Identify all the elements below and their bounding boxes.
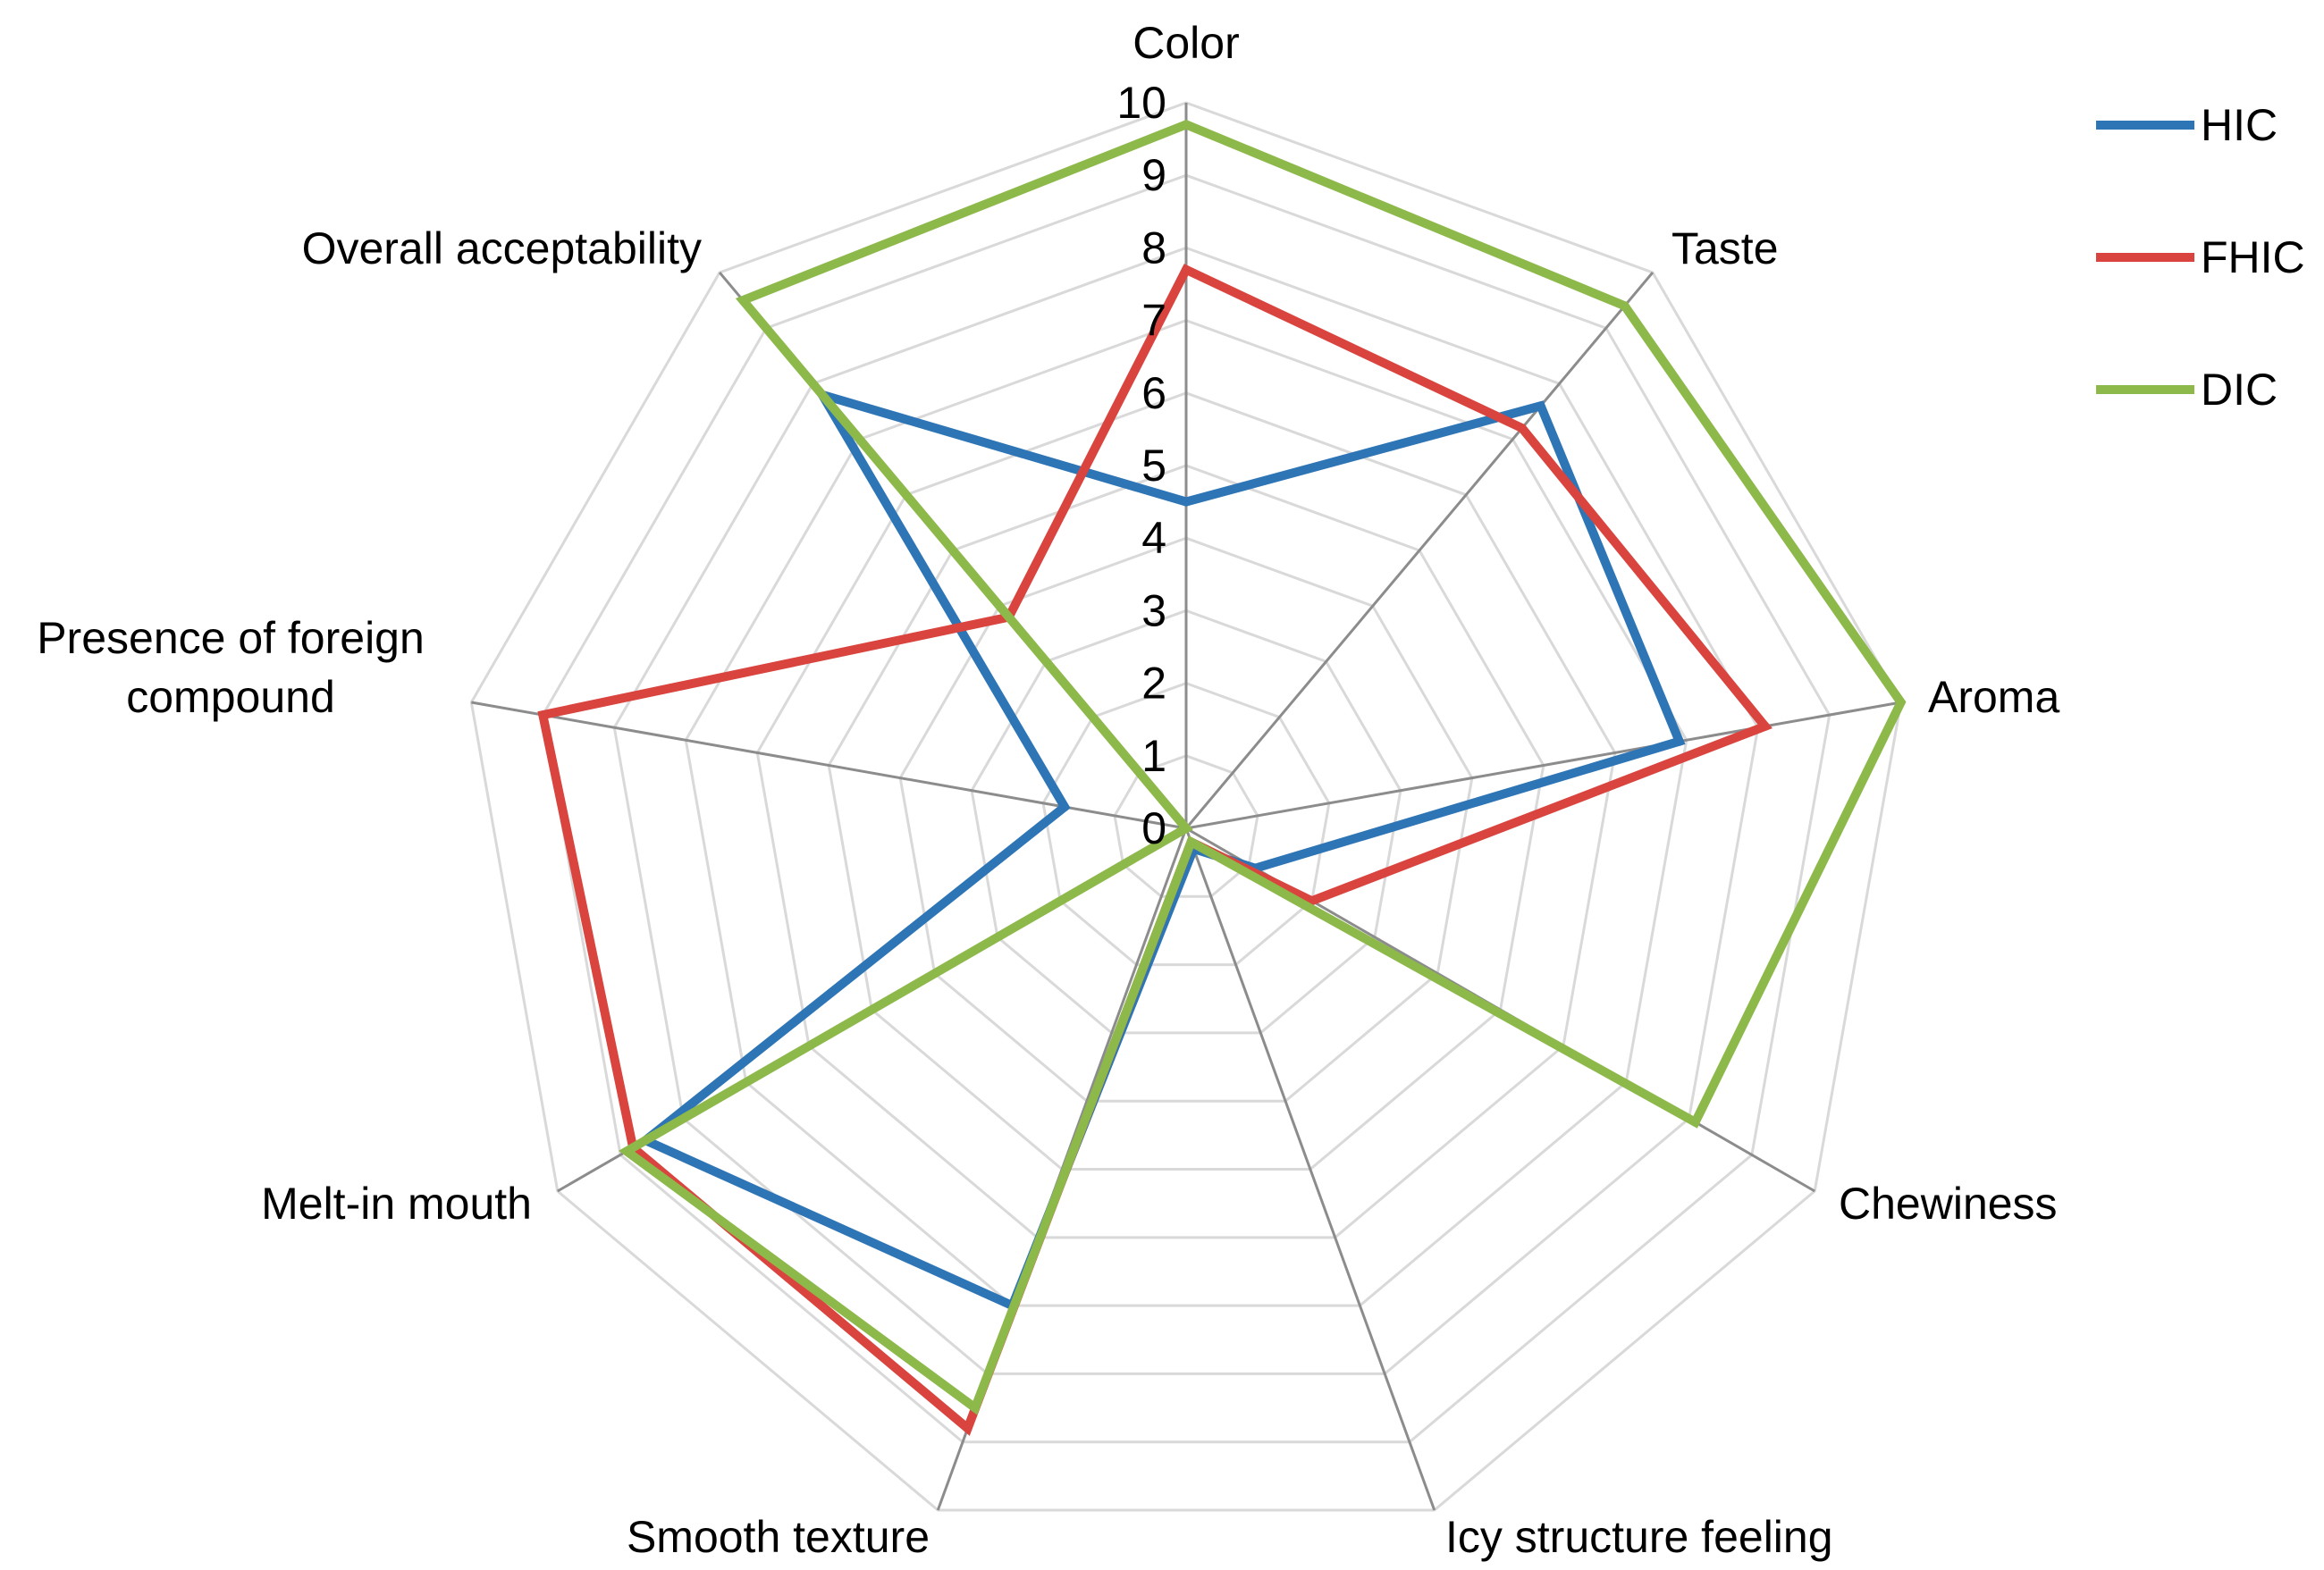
data-point-fhic-7 — [538, 710, 548, 720]
tick-label-4: 4 — [1141, 513, 1166, 563]
data-point-dic-3 — [1690, 1117, 1700, 1127]
data-point-fhic-2 — [1760, 721, 1770, 731]
data-point-dic-8 — [738, 296, 748, 306]
grid-ring-6 — [755, 391, 1617, 1239]
grid-ring-8 — [612, 246, 1760, 1375]
series-line-dic — [619, 119, 1907, 1415]
radar-tick-labels: 0 1 2 3 4 5 6 7 8 9 10 — [1116, 78, 1166, 853]
data-point-dic-1 — [1620, 301, 1629, 311]
data-point-dic-6 — [622, 1146, 632, 1156]
tick-label-0: 0 — [1141, 803, 1166, 853]
chart-legend: HIC FHIC DIC — [2096, 100, 2305, 415]
axis-label-6: Melt-in mouth — [261, 1179, 532, 1229]
data-point-dic-0 — [1182, 120, 1191, 130]
axis-label-0: Color — [1133, 18, 1239, 68]
axis-label-7-line-1: compound — [126, 672, 335, 722]
data-point-fhic-0 — [1182, 264, 1191, 274]
data-point-hic-0 — [1182, 497, 1191, 507]
tick-label-3: 3 — [1141, 585, 1166, 635]
grid-ring-1 — [1113, 754, 1259, 898]
radar-series — [537, 119, 1907, 1436]
axis-label-8: Overall acceptability — [302, 223, 702, 273]
spoke-1 — [1184, 272, 1655, 829]
tick-label-6: 6 — [1141, 368, 1166, 418]
legend-label-dic: DIC — [2201, 365, 2278, 415]
axis-label-7-line-0: Presence of foreign — [37, 613, 425, 663]
data-point-hic-7 — [1060, 802, 1070, 812]
tick-label-10: 10 — [1116, 78, 1166, 128]
data-point-hic-1 — [1536, 401, 1545, 411]
spoke-2 — [1185, 701, 1901, 830]
tick-label-8: 8 — [1141, 222, 1166, 273]
data-point-dic-2 — [1896, 697, 1906, 707]
data-point-hic-2 — [1674, 736, 1684, 746]
grid-ring-2 — [1041, 682, 1331, 967]
tick-label-2: 2 — [1141, 659, 1166, 709]
grid-ring-7 — [684, 319, 1688, 1307]
radar-grid — [469, 101, 1903, 1512]
data-point-fhic-1 — [1517, 424, 1527, 433]
legend-label-fhic: FHIC — [2201, 232, 2305, 282]
grid-ring-3 — [970, 609, 1402, 1035]
grid-ring-4 — [898, 536, 1474, 1103]
axis-label-4: Icy structure feeling — [1445, 1512, 1833, 1562]
tick-label-1: 1 — [1141, 731, 1166, 781]
data-point-dic-5 — [970, 1403, 980, 1413]
axis-label-2: Aroma — [1928, 672, 2059, 722]
tick-label-5: 5 — [1141, 441, 1166, 491]
grid-ring-10 — [469, 101, 1903, 1512]
data-point-fhic-5 — [963, 1423, 973, 1433]
tick-label-7: 7 — [1141, 296, 1166, 346]
tick-label-9: 9 — [1141, 150, 1166, 200]
spoke-4 — [1184, 827, 1436, 1511]
legend-label-hic: HIC — [2201, 100, 2278, 150]
radar-axis-labels: Color Taste Aroma Chewiness Icy structure fe… — [37, 18, 2059, 1562]
spoke-7 — [471, 701, 1187, 830]
grid-ring-5 — [827, 464, 1545, 1171]
axis-label-5: Smooth texture — [627, 1512, 930, 1562]
axis-label-1: Taste — [1671, 223, 1779, 273]
data-point-dic-4 — [1186, 837, 1196, 847]
axis-label-3: Chewiness — [1839, 1179, 2058, 1229]
grid-ring-9 — [541, 173, 1831, 1444]
data-point-dic-7 — [1182, 824, 1191, 833]
